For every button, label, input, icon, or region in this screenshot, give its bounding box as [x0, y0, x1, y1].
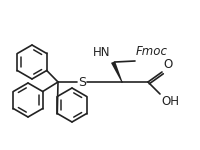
Text: HN: HN	[92, 46, 110, 59]
Text: OH: OH	[161, 95, 179, 108]
Text: O: O	[163, 58, 172, 71]
Text: S: S	[78, 75, 86, 88]
Text: Fmoc: Fmoc	[136, 45, 168, 58]
Polygon shape	[111, 61, 122, 82]
